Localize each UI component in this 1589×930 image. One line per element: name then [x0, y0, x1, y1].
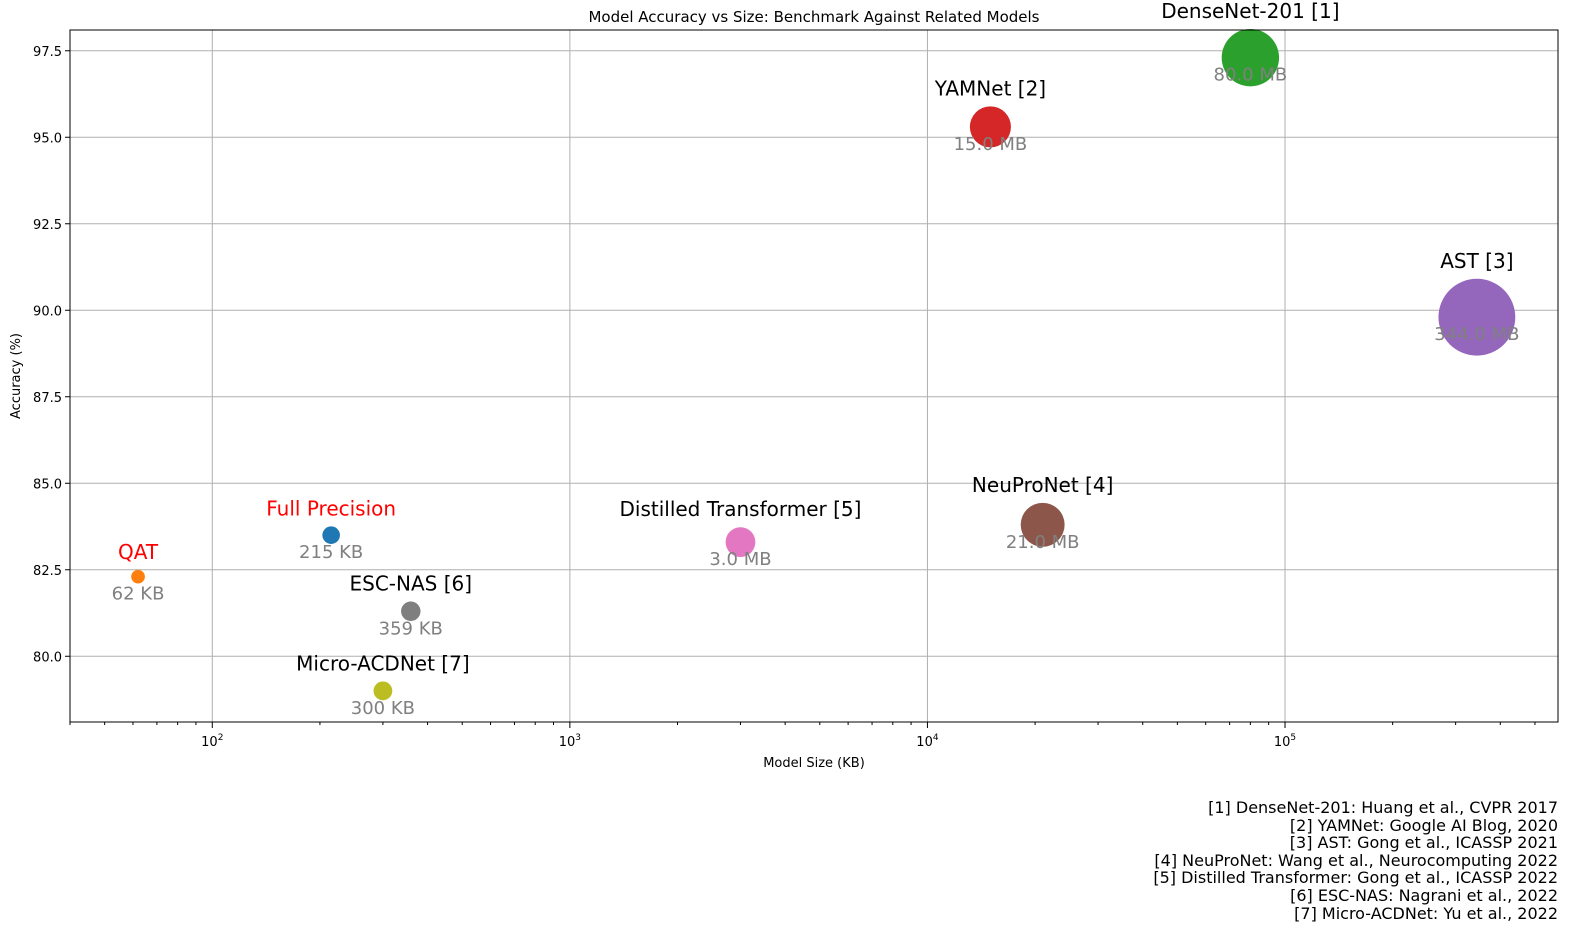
y-tick-label: 90.0 — [33, 304, 62, 319]
reference-item: [4] NeuProNet: Wang et al., Neurocomputi… — [1154, 850, 1558, 870]
data-point: Distilled Transformer [5] 3.0 MB — [619, 497, 861, 570]
data-point: YAMNet [2] 15.0 MB — [934, 76, 1046, 155]
x-axis-label: Model Size (KB) — [763, 756, 865, 771]
point-marker — [1221, 28, 1280, 87]
point-marker — [1020, 502, 1065, 547]
point-name-label: ESC-NAS [6] — [350, 572, 473, 596]
y-tick-label: 92.5 — [33, 218, 62, 233]
x-axis-ticks: 102 103 104 105 — [69, 722, 1536, 750]
reference-item: [6] ESC-NAS: Nagrani et al., 2022 — [1290, 885, 1558, 905]
point-size-label: 15.0 MB — [954, 134, 1028, 155]
point-name-label: AST [3] — [1440, 249, 1513, 273]
point-size-label: 3.0 MB — [709, 549, 771, 570]
point-size-label: 344.0 MB — [1434, 324, 1519, 345]
plot-frame — [69, 29, 1559, 723]
data-point: DenseNet-201 [1] 80.0 MB — [1161, 0, 1340, 87]
x-tick-label: 103 — [559, 733, 581, 750]
point-size-label: 300 KB — [351, 698, 415, 719]
point-size-label: 80.0 MB — [1214, 65, 1288, 86]
y-tick-label: 87.5 — [33, 391, 62, 406]
y-tick-label: 95.0 — [33, 131, 62, 146]
point-marker — [1438, 278, 1516, 356]
point-size-label: 215 KB — [299, 542, 363, 563]
point-marker — [322, 526, 340, 544]
point-name-label: DenseNet-201 [1] — [1161, 0, 1339, 23]
point-marker — [401, 601, 421, 622]
references-list: [1] DenseNet-201: Huang et al., CVPR 201… — [1153, 799, 1558, 922]
point-name-label: Distilled Transformer [5] — [619, 497, 861, 521]
grid-lines — [70, 30, 1558, 722]
point-marker — [131, 569, 145, 584]
y-axis-label: Accuracy (%) — [9, 333, 24, 419]
reference-item: [5] Distilled Transformer: Gong et al., … — [1153, 868, 1558, 888]
reference-item: [7] Micro-ACDNet: Yu et al., 2022 — [1294, 903, 1558, 923]
y-tick-label: 80.0 — [33, 650, 62, 665]
data-points: QAT 62 KB Full Precision 215 KB ESC-NAS [6] 3… — [112, 0, 1520, 719]
data-point: NeuProNet [4] 21.0 MB — [972, 473, 1113, 553]
point-size-label: 62 KB — [112, 584, 165, 605]
point-marker — [969, 106, 1011, 148]
chart-title: Model Accuracy vs Size: Benchmark Agains… — [588, 8, 1039, 26]
point-name-label: Full Precision — [266, 496, 396, 520]
data-point: QAT 62 KB — [112, 540, 165, 605]
y-axis-ticks: 80.0 82.5 85.0 87.5 90.0 92.5 95.0 97.5 — [33, 45, 70, 665]
point-name-label: YAMNet [2] — [934, 76, 1046, 100]
data-point: Full Precision 215 KB — [266, 496, 396, 563]
x-tick-label: 105 — [1274, 733, 1296, 750]
point-marker — [725, 527, 756, 557]
point-name-label: NeuProNet [4] — [972, 473, 1113, 497]
data-point: AST [3] 344.0 MB — [1434, 249, 1519, 356]
point-marker — [373, 681, 393, 701]
data-point: Micro-ACDNet [7] 300 KB — [296, 651, 469, 718]
y-tick-label: 82.5 — [33, 564, 62, 579]
point-size-label: 21.0 MB — [1006, 532, 1080, 553]
data-point: ESC-NAS [6] 359 KB — [350, 572, 473, 640]
point-name-label: QAT — [118, 540, 159, 564]
point-size-label: 359 KB — [379, 618, 443, 639]
reference-item: [2] YAMNet: Google AI Blog, 2020 — [1289, 815, 1558, 835]
y-tick-label: 97.5 — [33, 45, 62, 60]
y-tick-label: 85.0 — [33, 477, 62, 492]
point-name-label: Micro-ACDNet [7] — [296, 651, 469, 675]
x-tick-label: 104 — [916, 733, 939, 750]
reference-item: [3] AST: Gong et al., ICASSP 2021 — [1289, 833, 1558, 853]
x-tick-label: 102 — [201, 733, 223, 750]
reference-item: [1] DenseNet-201: Huang et al., CVPR 201… — [1208, 798, 1558, 817]
